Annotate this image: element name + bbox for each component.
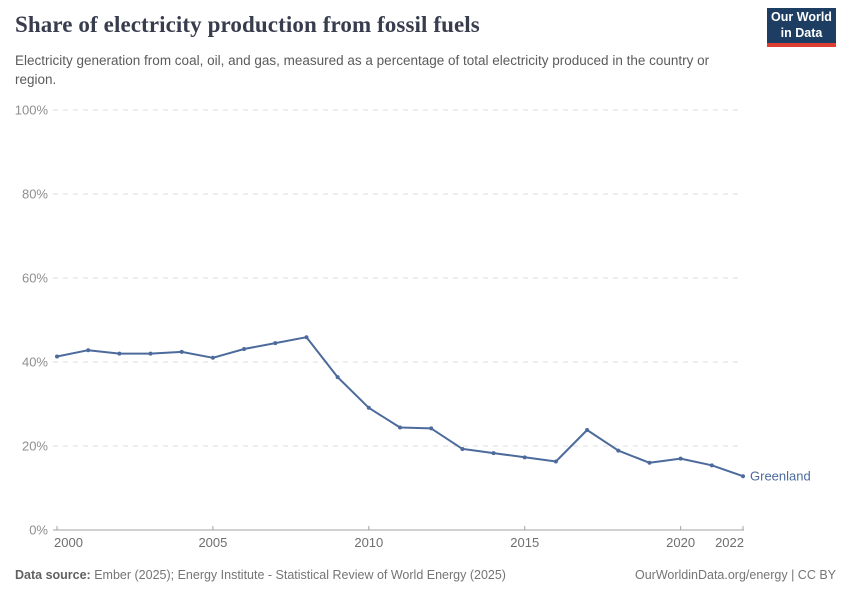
data-point[interactable]	[366, 405, 371, 410]
y-axis-tick-label: 20%	[22, 439, 48, 454]
chart-footer: Data source: Ember (2025); Energy Instit…	[15, 568, 836, 582]
x-axis-tick-label: 2015	[510, 535, 539, 550]
x-axis-tick-label: 2022	[715, 535, 744, 550]
data-source-text: Ember (2025); Energy Institute - Statist…	[90, 568, 506, 582]
series-line-greenland[interactable]	[56, 336, 744, 478]
data-point[interactable]	[709, 463, 714, 468]
data-point[interactable]	[273, 341, 278, 346]
data-point[interactable]	[335, 375, 340, 380]
x-axis-tick-label: 2020	[666, 535, 695, 550]
owid-logo-line2: in Data	[780, 25, 823, 40]
data-point[interactable]	[616, 448, 621, 453]
footer-attribution[interactable]: OurWorldinData.org/energy | CC BY	[634, 568, 836, 582]
data-point[interactable]	[585, 428, 590, 433]
page-title: Share of electricity production from fos…	[15, 12, 480, 37]
line-chart[interactable]: 0% 20% 40% 60% 80% 100% 2000 2005 2010 2015 2020 20…	[0, 95, 850, 560]
x-axis-tick-label: 2000	[54, 535, 83, 550]
x-axis-tick-label: 2005	[198, 535, 227, 550]
data-point[interactable]	[179, 349, 184, 354]
data-point[interactable]	[553, 459, 558, 464]
data-point[interactable]	[210, 355, 215, 360]
owid-logo[interactable]: Our World in Data	[767, 8, 836, 47]
data-point[interactable]	[304, 335, 309, 340]
data-point[interactable]	[86, 348, 91, 353]
data-point[interactable]	[398, 425, 402, 430]
data-point[interactable]	[678, 456, 683, 461]
data-source: Data source: Ember (2025); Energy Instit…	[15, 568, 506, 582]
data-point[interactable]	[429, 426, 434, 431]
data-point[interactable]	[460, 446, 465, 451]
data-point[interactable]	[55, 354, 59, 359]
data-point[interactable]	[491, 451, 496, 456]
y-axis-tick-label: 0%	[29, 523, 48, 538]
data-source-label: Data source:	[15, 568, 91, 582]
y-axis-tick-label: 40%	[22, 355, 48, 370]
data-point[interactable]	[148, 351, 153, 356]
chart-subtitle: Electricity generation from coal, oil, a…	[15, 53, 710, 88]
y-axis-tick-label: 80%	[22, 187, 48, 202]
data-point[interactable]	[242, 346, 247, 351]
series-label-greenland[interactable]: Greenland	[750, 469, 811, 484]
data-point[interactable]	[741, 474, 745, 479]
data-point[interactable]	[647, 460, 652, 465]
data-point[interactable]	[117, 351, 122, 356]
owid-logo-line1: Our World	[771, 9, 832, 24]
x-axis-tick-label: 2010	[354, 535, 383, 550]
y-axis-tick-label: 100%	[15, 103, 49, 118]
y-axis-tick-label: 60%	[22, 271, 48, 286]
data-point[interactable]	[522, 455, 527, 460]
